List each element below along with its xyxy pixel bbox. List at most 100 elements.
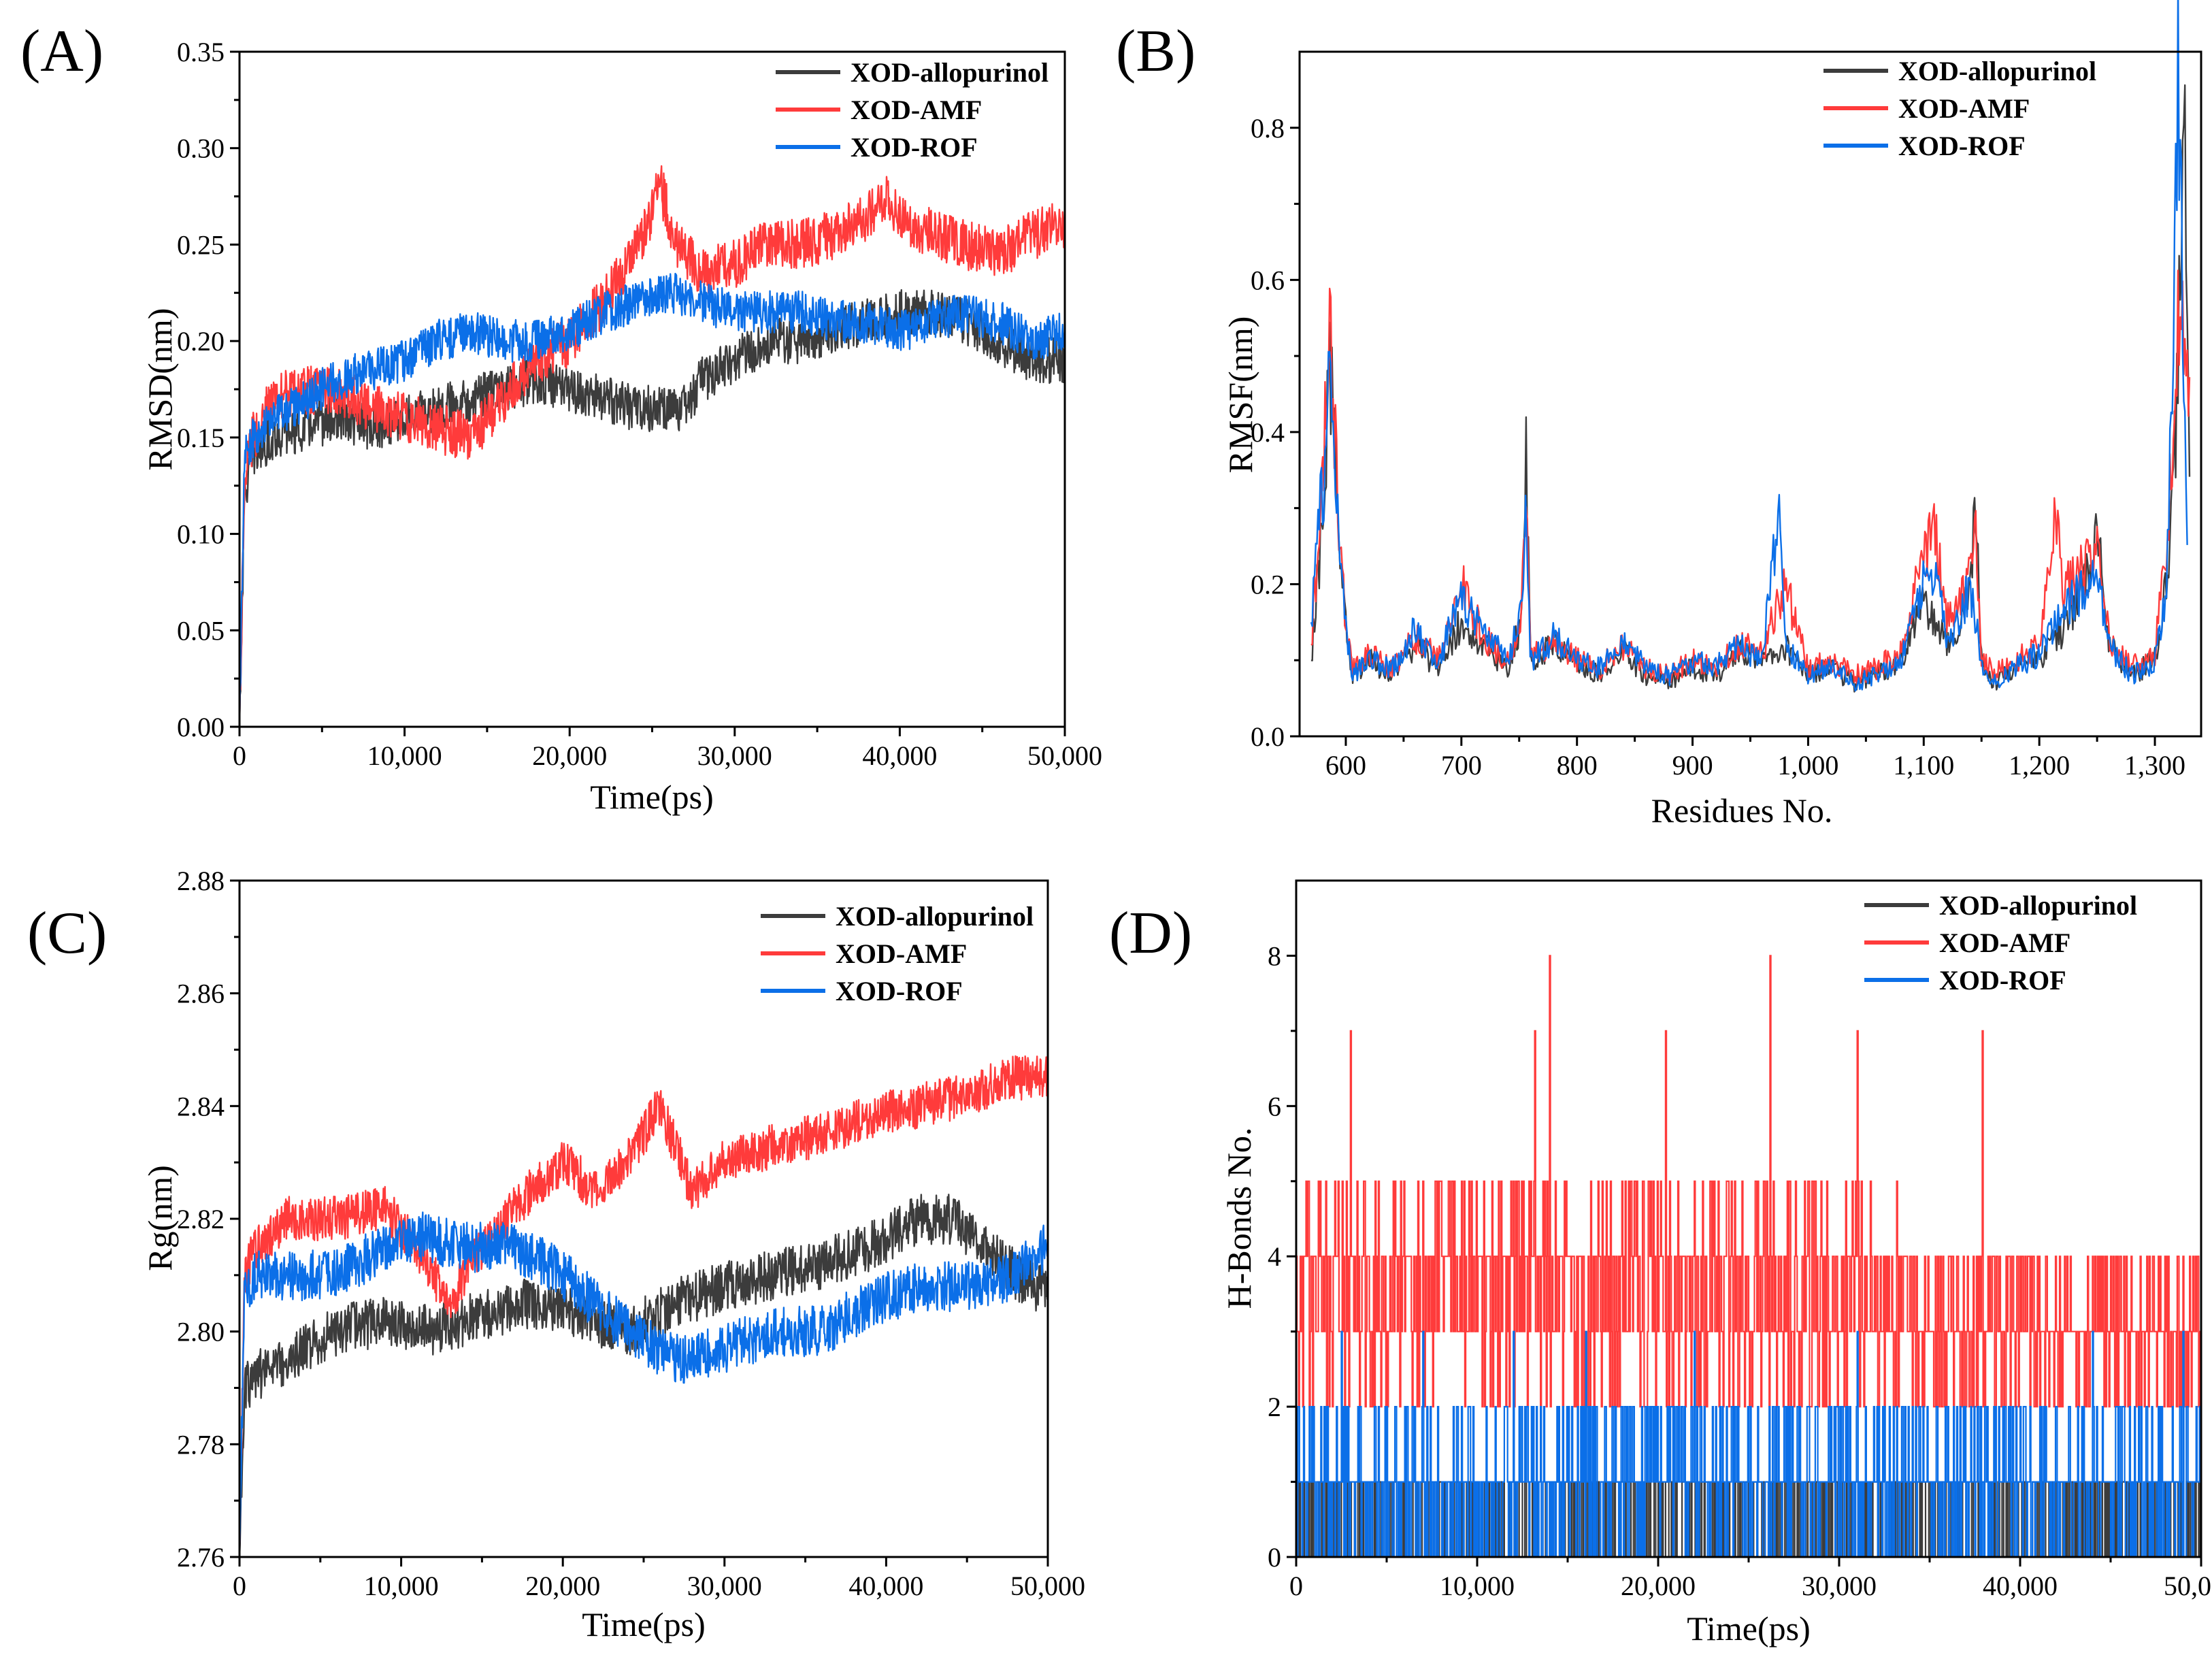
y-tick-label: 2.78 [177,1429,225,1460]
y-tick-label: 2.84 [177,1091,225,1121]
x-tick-label: 0 [233,1571,246,1601]
y-tick-label: 2.86 [177,979,225,1009]
x-tick-label: 1,200 [2009,750,2070,781]
ticks-c: 0 10,000 20,000 30,000 40,000 50,000 2.76 2.78 2… [177,866,1085,1601]
x-tick-label: 10,000 [367,740,442,771]
y-tick-label: 0.0 [1251,721,1285,752]
ticks-a: 0 10,000 20,000 30,000 40,000 50,000 0.00 0.05 0… [177,37,1102,771]
y-tick-label: 2.80 [177,1317,225,1347]
x-tick-label: 10,000 [364,1571,439,1601]
y-tick-label: 4 [1268,1241,1281,1272]
x-tick-label: 20,000 [525,1571,600,1601]
panel-label-b: (B) [1116,18,1195,84]
y-tick-label: 0.4 [1251,417,1285,448]
panel-label-a: (A) [20,18,103,84]
y-tick-label: 0.6 [1251,265,1285,295]
series-line-xod-rof [1296,1330,2202,1558]
ticks-d: 0 10,000 20,000 30,000 40,000 50,000 0 2 4 6 8 [1268,940,2212,1601]
y-axis-title-c: Rg(nm) [141,1165,179,1271]
x-tick-label: 600 [1325,750,1366,781]
x-axis-title-c: Time(ps) [582,1605,706,1643]
x-tick-label: 700 [1441,750,1482,781]
y-tick-label: 0.2 [1251,569,1285,600]
y-tick-label: 0.05 [177,615,225,646]
x-tick-label: 40,000 [862,740,937,771]
series-layer-a [238,165,1066,727]
series-line-xod-allopurinol [1310,84,2191,693]
legend-d: XOD-allopurinol XOD-AMF XOD-ROF [1864,890,2137,996]
legend-label: XOD-AMF [1939,928,2070,958]
x-tick-label: 0 [233,740,246,771]
series-line-xod-rof [238,272,1066,727]
legend-label: XOD-ROF [836,976,963,1006]
x-tick-label: 20,000 [1621,1571,1696,1601]
y-tick-label: 0.20 [177,326,225,357]
y-tick-label: 0.8 [1251,113,1285,144]
x-tick-label: 50,000 [1027,740,1102,771]
series-layer-c [238,1055,1049,1558]
ticks-b: 600 700 800 900 1,000 1,100 1,200 1,300 0.0 0.2 0.… [1251,113,2185,781]
legend-label: XOD-ROF [1898,131,2026,161]
legend-b: XOD-allopurinol XOD-AMF XOD-ROF [1823,56,2096,161]
y-tick-label: 0 [1268,1542,1281,1573]
legend-label: XOD-ROF [1939,965,2066,996]
series-line-xod-rof [1310,0,2188,692]
x-axis-title-d: Time(ps) [1687,1609,1811,1648]
series-layer-b [1310,0,2191,693]
plot-frame-b [1298,50,2202,738]
y-tick-label: 2.82 [177,1204,225,1234]
legend-label: XOD-allopurinol [1898,56,2096,86]
x-axis-title-b: Residues No. [1651,791,1833,830]
y-tick-label: 0.00 [177,712,225,742]
x-tick-label: 30,000 [697,740,772,771]
legend-label: XOD-AMF [851,95,982,125]
x-axis-title-a: Time(ps) [590,778,714,816]
x-tick-label: 30,000 [687,1571,762,1601]
x-tick-label: 40,000 [848,1571,923,1601]
y-axis-title-a: RMSD(nm) [141,308,179,471]
panel-label-d: (D) [1109,900,1192,966]
legend-label: XOD-ROF [851,132,978,163]
series-layer-d [1296,955,2202,1558]
chart-panel-a: (A) 0 10,000 20,000 30,000 40,000 50,0000.000… [20,18,1102,816]
y-tick-label: 2.76 [177,1542,225,1573]
x-tick-label: 1,000 [1777,750,1838,781]
chart-panel-c: (C) 0 10,000 20,000 30,000 40,000 50,000 2.76 2… [27,866,1085,1643]
legend-label: XOD-allopurinol [1939,890,2137,921]
x-tick-label: 10,000 [1440,1571,1515,1601]
legend-a: XOD-allopurinol XOD-AMF XOD-ROF [776,57,1049,163]
legend-label: XOD-AMF [1898,93,2030,124]
legend-label: XOD-AMF [836,938,967,969]
y-axis-title-b: RMSF(nm) [1221,316,1259,474]
x-tick-label: 50,000 [2164,1571,2212,1601]
y-tick-label: 2 [1268,1392,1281,1422]
x-tick-label: 1,100 [1893,750,1954,781]
y-axis-title-d: H-Bonds No. [1220,1128,1258,1309]
y-tick-label: 8 [1268,940,1281,971]
x-tick-label: 50,000 [1010,1571,1085,1601]
y-tick-label: 0.30 [177,133,225,164]
series-line-xod-rof [238,1211,1049,1558]
y-tick-label: 0.35 [177,37,225,67]
y-tick-label: 0.25 [177,229,225,260]
series-line-xod-amf [238,1055,1049,1558]
panel-label-c: (C) [27,900,107,966]
legend-c: XOD-allopurinol XOD-AMF XOD-ROF [761,901,1034,1006]
series-line-xod-allopurinol [238,1194,1049,1558]
series-line-xod-amf [238,165,1066,727]
y-tick-label: 0.10 [177,519,225,550]
x-tick-label: 800 [1557,750,1598,781]
legend-label: XOD-allopurinol [851,57,1049,88]
chart-panel-d: (D) 0 10,000 20,000 30,000 40,000 50,000 0 2 4 6 8… [1109,879,2212,1648]
x-tick-label: 20,000 [532,740,607,771]
series-line-xod-amf [1296,955,2201,1408]
y-tick-label: 0.15 [177,423,225,453]
x-tick-label: 40,000 [1983,1571,2058,1601]
x-tick-label: 900 [1672,750,1713,781]
x-tick-label: 30,000 [1802,1571,1877,1601]
y-tick-label: 2.88 [177,866,225,896]
y-tick-label: 6 [1268,1091,1281,1121]
x-tick-label: 0 [1289,1571,1303,1601]
legend-label: XOD-allopurinol [836,901,1034,932]
